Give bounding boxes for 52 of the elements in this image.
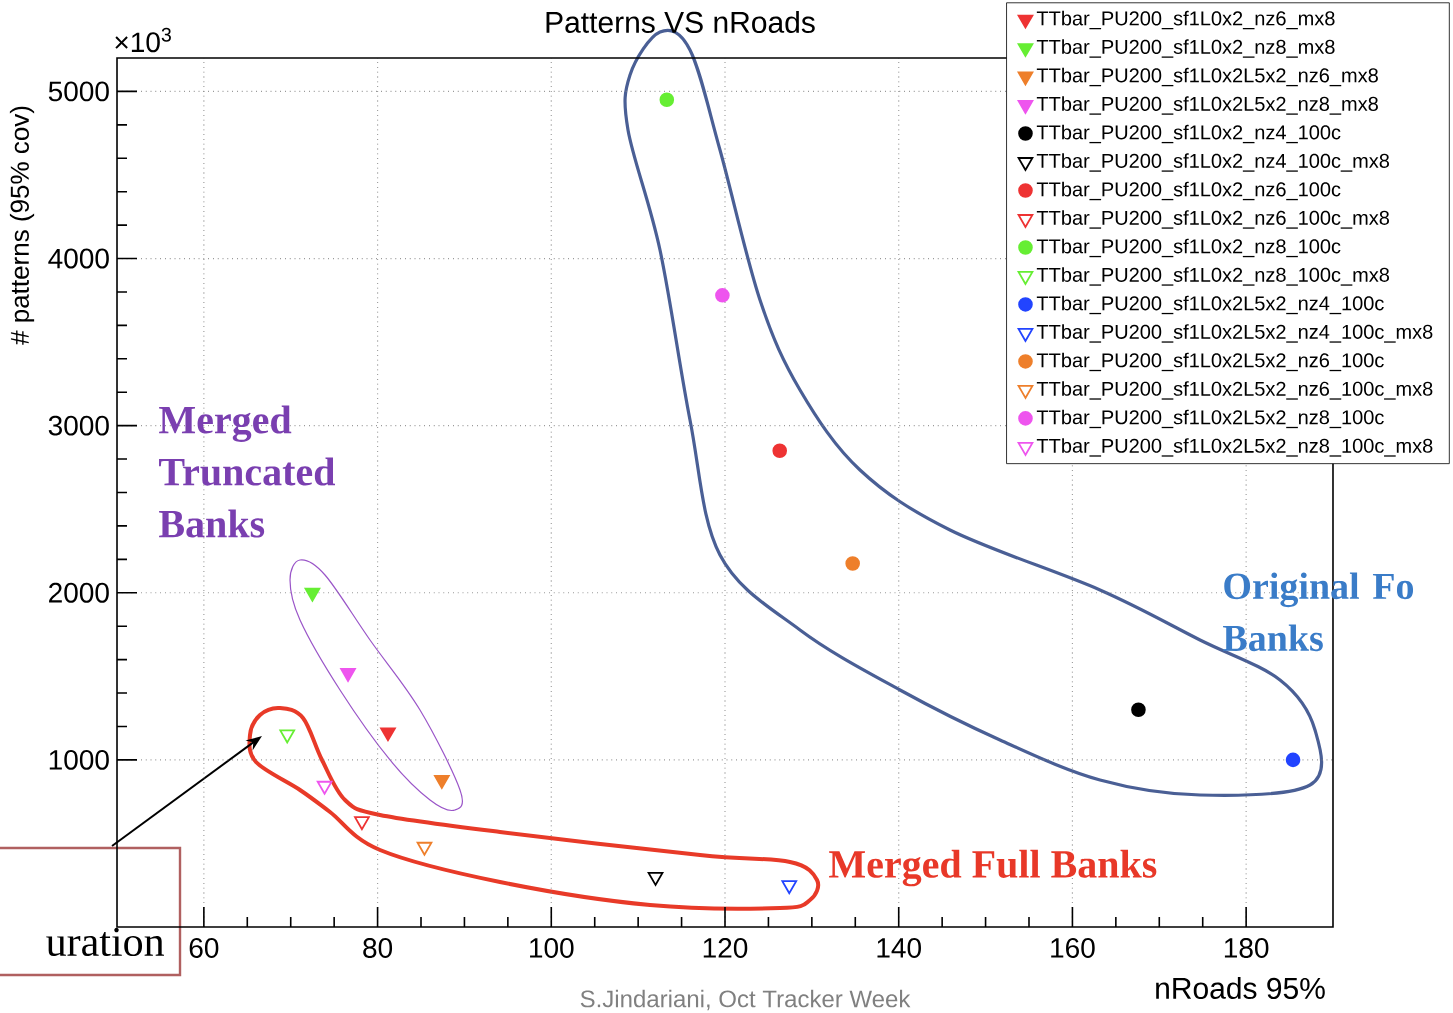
x-tick-label: 180 <box>1224 938 1269 958</box>
legend-label: TTbar_PU200_sf1L0x2_nz6_100c_mx8 <box>1036 210 1390 229</box>
point <box>354 816 370 831</box>
x-tick-label: 160 <box>1051 938 1095 958</box>
point <box>647 871 664 886</box>
legend-label: TTbar_PU200_sf1L0x2L5x2_nz6_100c_mx8 <box>1036 381 1433 400</box>
point <box>416 841 433 856</box>
y-axis-title: # patterns (95% cov) <box>9 106 35 345</box>
x-tick-label: 140 <box>877 938 921 958</box>
point <box>715 287 730 303</box>
text: S.Jindariani, Oct Tracker Week <box>580 989 911 1011</box>
x-tick-label: 120 <box>703 938 748 958</box>
point <box>1131 702 1146 718</box>
point <box>340 668 356 682</box>
legend-label: TTbar_PU200_sf1L0x2L5x2_nz8_mx8 <box>1036 96 1378 115</box>
y-tick-label: 2000 <box>49 582 109 603</box>
legend-label: TTbar_PU200_sf1L0x2L5x2_nz8_100c <box>1036 409 1384 429</box>
x-axis-title: nRoads 95% <box>1156 976 1325 999</box>
legend-label: TTbar_PU200_sf1L0x2L5x2_nz4_100c <box>1036 295 1384 315</box>
legend-label: TTbar_PU200_sf1L0x2L5x2_nz6_100c <box>1036 352 1384 372</box>
point <box>304 587 321 602</box>
point <box>659 92 675 108</box>
legend-label: TTbar_PU200_sf1L0x2_nz6_100c <box>1036 181 1341 201</box>
y-tick-label: 4000 <box>48 248 109 269</box>
legend-label: TTbar_PU200_sf1L0x2_nz6_mx8 <box>1036 10 1335 30</box>
point <box>279 729 296 744</box>
x-tick-label: 60 <box>189 938 219 958</box>
point <box>1285 752 1301 768</box>
x-tick-label: 80 <box>363 938 393 958</box>
y-tick-label: 1000 <box>49 749 109 770</box>
point <box>434 775 450 789</box>
y-tick-label: 5000 <box>48 81 109 102</box>
point <box>781 880 798 895</box>
text: uration <box>46 927 164 957</box>
legend-label: TTbar_PU200_sf1L0x2_nz8_100c <box>1036 238 1341 258</box>
y-tick-label: 3000 <box>48 415 109 436</box>
legend-label: TTbar_PU200_sf1L0x2_nz8_100c_mx8 <box>1036 267 1390 286</box>
legend-label: TTbar_PU200_sf1L0x2L5x2_nz8_100c_mx8 <box>1036 438 1433 457</box>
legend-label: TTbar_PU200_sf1L0x2_nz4_100c <box>1036 124 1341 144</box>
legend-label: TTbar_PU200_sf1L0x2L5x2_nz4_100c_mx8 <box>1036 324 1433 343</box>
legend-label: TTbar_PU200_sf1L0x2_nz8_mx8 <box>1036 39 1335 58</box>
point <box>380 727 396 742</box>
point <box>845 556 860 571</box>
annotation: Merged Truncated Banks <box>159 405 336 538</box>
legend-label: TTbar_PU200_sf1L0x2L5x2_nz6_mx8 <box>1036 67 1378 87</box>
x-tick-label: 100 <box>530 938 574 958</box>
text: ×10$^{3}$ <box>115 27 171 53</box>
point <box>772 443 788 459</box>
chart-title: Patterns VS nRoads <box>546 10 815 33</box>
legend-label: TTbar_PU200_sf1L0x2_nz4_100c_mx8 <box>1036 153 1390 172</box>
annotation: Merged Full Banks <box>829 849 1157 887</box>
point <box>316 780 333 795</box>
